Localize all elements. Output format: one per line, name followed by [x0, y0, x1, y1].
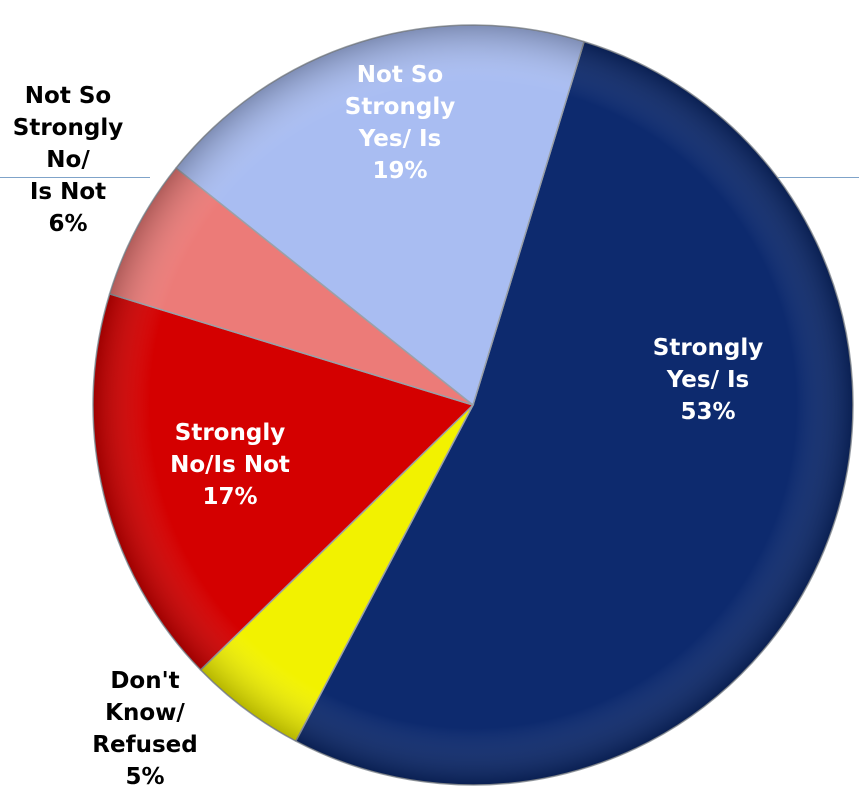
- slice-label-line: Yes/ Is: [358, 126, 442, 152]
- slice-label-line: Strongly: [175, 420, 285, 446]
- slice-value-label: 5%: [125, 764, 164, 790]
- slice-label-line: Strongly: [653, 335, 763, 361]
- slice-label: Don't Know/Refused 5%: [92, 668, 197, 790]
- slice-value-label: 19%: [372, 158, 427, 184]
- slice-label-line: Is Not: [30, 179, 106, 205]
- slice-label-line: Not So: [357, 62, 443, 88]
- slice-label: Strongly No/Is Not 17%: [170, 420, 290, 510]
- slice-value-label: 6%: [48, 211, 87, 237]
- slice-label-line: Refused: [92, 732, 197, 758]
- slice-label-line: No/: [46, 147, 90, 173]
- slice-label: Not So Strongly Yes/ Is 19%: [345, 62, 455, 184]
- slice-value-label: 53%: [680, 399, 735, 425]
- slice-label-line: Strongly: [345, 94, 455, 120]
- slice-label-line: Know/: [105, 700, 185, 726]
- slice-label-line: Not So: [25, 83, 111, 109]
- slice-label-line: No/Is Not: [170, 452, 290, 478]
- slice-label: Strongly Yes/ Is 53%: [653, 335, 763, 425]
- slice-label-line: Don't: [110, 668, 179, 694]
- divider-line-left: [0, 177, 150, 178]
- slice-label-line: Yes/ Is: [666, 367, 750, 393]
- slice-label-line: Strongly: [13, 115, 123, 141]
- slice-value-label: 17%: [202, 484, 257, 510]
- slice-label: Not So Strongly No/Is Not 6%: [13, 83, 123, 237]
- pie-rim-shading: [93, 25, 853, 785]
